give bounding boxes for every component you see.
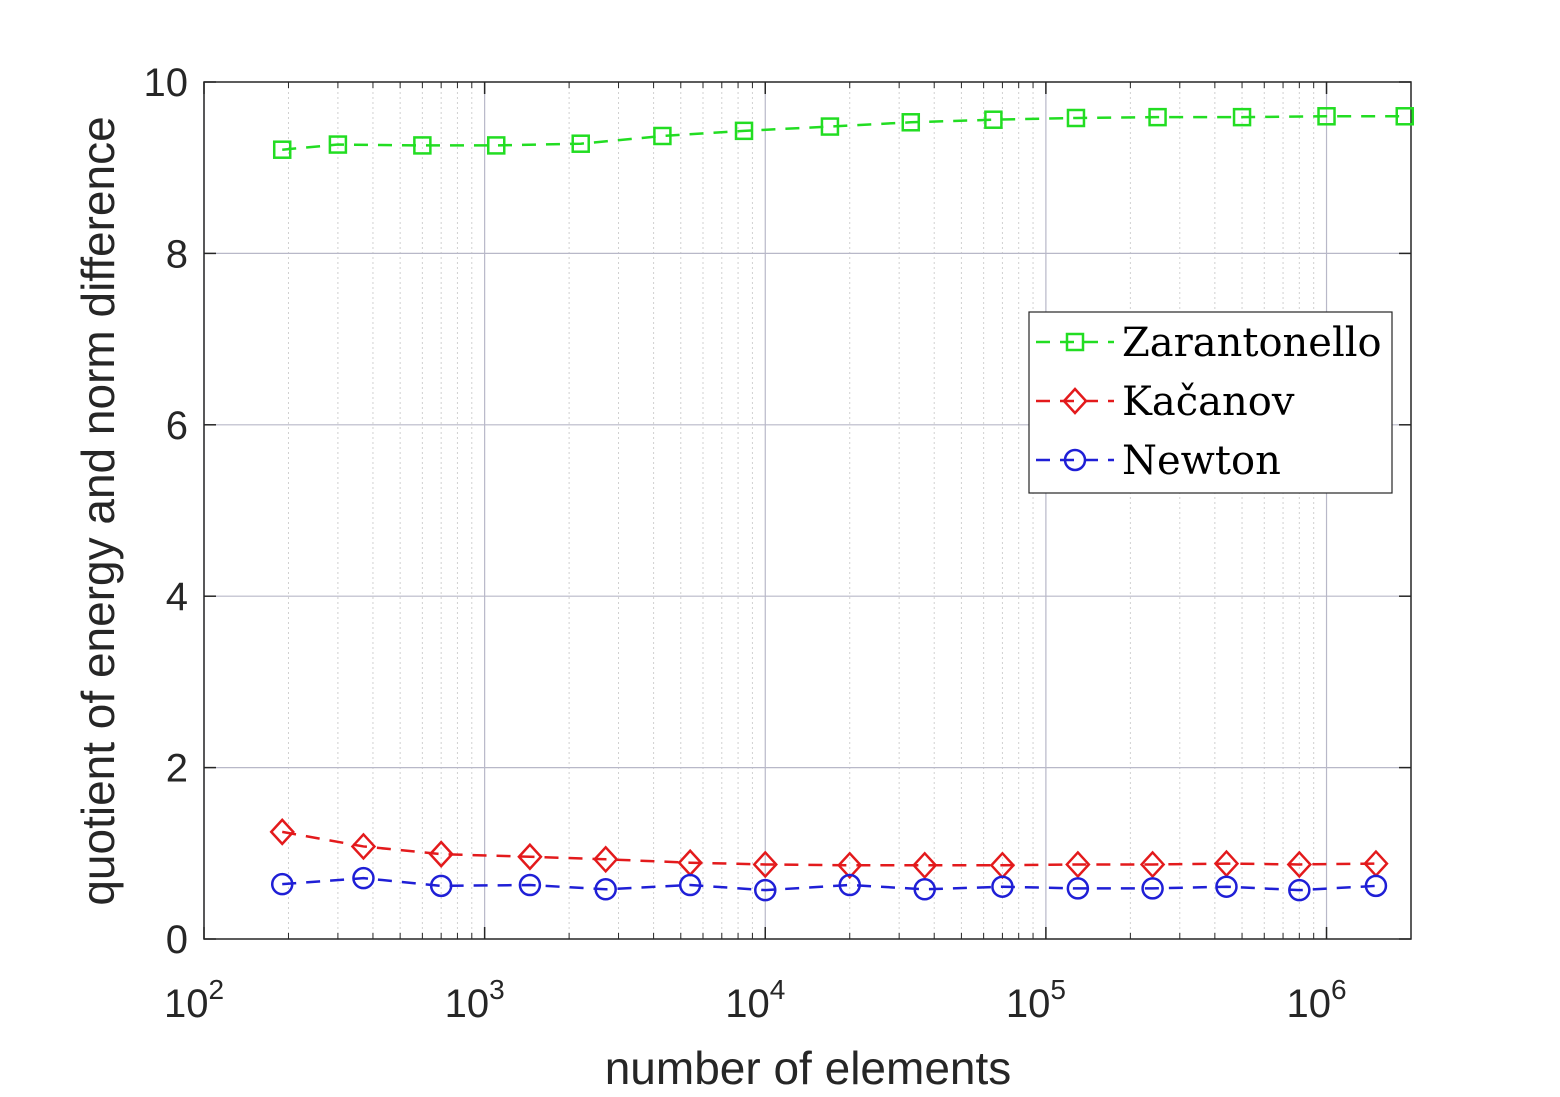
x-tick-label: 103	[445, 974, 505, 1026]
data-point-newton	[838, 873, 861, 897]
data-point-ka-anov	[350, 832, 377, 861]
y-tick-label: 4	[166, 575, 188, 619]
data-point-zarantonello	[734, 121, 754, 141]
data-point-zarantonello	[328, 135, 348, 154]
data-point-zarantonello	[486, 136, 506, 155]
data-point-zarantonello	[1148, 107, 1167, 127]
series-line-newton	[282, 876, 1377, 892]
legend-label-zarantonello: Zarantonello	[1122, 320, 1382, 366]
series-layer	[269, 107, 1414, 902]
data-point-zarantonello	[984, 110, 1003, 129]
data-point-ka-anov	[912, 851, 938, 880]
legend-label-ka-anov: Kačanov	[1122, 379, 1295, 425]
data-point-newton	[594, 878, 617, 901]
data-point-ka-anov	[1065, 850, 1091, 879]
plot-area	[204, 82, 1411, 939]
data-point-newton	[1066, 877, 1090, 900]
y-axis-label: quotient of energy and norm difference	[72, 116, 124, 905]
series-zarantonello	[272, 107, 1414, 159]
axes-box	[203, 81, 1412, 940]
data-point-newton	[1215, 875, 1238, 898]
data-point-zarantonello	[653, 126, 672, 146]
data-point-ka-anov	[752, 850, 778, 879]
legend-label-newton: Newton	[1122, 438, 1281, 484]
data-point-zarantonello	[571, 134, 590, 153]
major-grid	[203, 82, 1411, 939]
series-line-ka-anov	[282, 830, 1376, 867]
y-tick-labels: 0 2 4 6 8 10	[144, 61, 189, 962]
legend-entry-ka-anov: Kačanov	[1036, 379, 1295, 425]
data-point-zarantonello	[1395, 107, 1414, 126]
x-tick-label: 105	[1006, 974, 1066, 1026]
data-point-newton	[1364, 874, 1388, 898]
data-point-zarantonello	[272, 140, 292, 159]
data-point-zarantonello	[1232, 107, 1252, 127]
data-point-ka-anov	[517, 842, 543, 871]
data-point-zarantonello	[901, 113, 921, 132]
y-tick-label: 8	[166, 232, 188, 276]
data-point-newton	[429, 874, 453, 898]
data-point-ka-anov	[269, 818, 295, 846]
data-point-zarantonello	[1317, 107, 1336, 126]
series-ka-anov	[269, 818, 1389, 880]
legend: Zarantonello Kačanov Newton	[1028, 311, 1393, 494]
data-point-ka-anov	[837, 851, 863, 880]
data-point-newton	[518, 873, 542, 897]
data-point-newton	[991, 875, 1014, 898]
legend-marker-zarantonello	[1065, 332, 1085, 352]
data-point-newton	[678, 873, 702, 897]
y-tick-label: 0	[166, 918, 188, 962]
x-tick-label: 102	[164, 974, 224, 1026]
data-point-ka-anov	[592, 845, 619, 874]
legend-marker-newton	[1063, 448, 1087, 472]
data-point-zarantonello	[413, 136, 432, 155]
y-tick-label: 6	[166, 404, 188, 448]
series-newton	[270, 866, 1388, 902]
legend-marker-ka-anov	[1062, 387, 1088, 415]
data-point-zarantonello	[820, 117, 840, 136]
legend-entry-zarantonello: Zarantonello	[1036, 320, 1382, 366]
tick-marks	[203, 81, 1412, 940]
data-point-newton	[352, 866, 375, 890]
x-axis-label: number of elements	[605, 1042, 1012, 1094]
data-point-newton	[1141, 877, 1164, 900]
data-point-ka-anov	[1286, 850, 1313, 879]
data-point-ka-anov	[428, 840, 454, 869]
data-point-newton	[913, 878, 936, 901]
data-point-zarantonello	[1066, 108, 1086, 128]
data-point-newton	[754, 878, 777, 902]
data-point-newton	[270, 872, 294, 896]
y-tick-label: 10	[144, 61, 189, 105]
legend-entry-newton: Newton	[1036, 438, 1281, 484]
y-tick-label: 2	[166, 747, 188, 791]
data-point-newton	[1288, 878, 1311, 902]
data-point-ka-anov	[1139, 850, 1166, 879]
